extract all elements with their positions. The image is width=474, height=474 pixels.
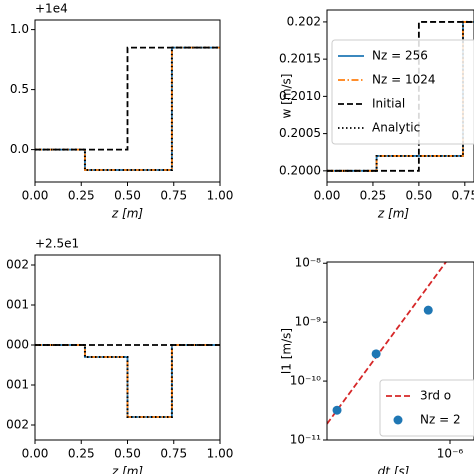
y-tick-label: 002 [6, 418, 29, 432]
y-tick-label: 10⁻⁹ [295, 315, 322, 329]
plot-area [327, 262, 448, 425]
x-tick-label: 0.75 [451, 189, 474, 203]
series-line [327, 262, 448, 425]
legend-box [331, 39, 474, 145]
y-tick-label: 10⁻⁸ [295, 256, 322, 270]
x-axis-label: dt [s] [378, 465, 410, 474]
offset-text: +2.5e1 [35, 237, 79, 251]
legend-marker [393, 415, 403, 425]
offset-text: +1e4 [35, 2, 68, 16]
legend-label: Nz = 1024 [372, 73, 436, 87]
x-tick-label: 0.00 [22, 447, 49, 461]
x-tick-label: 0.50 [114, 447, 141, 461]
y-tick-label: 10⁻¹⁰ [290, 374, 321, 388]
x-tick-label: 0.75 [160, 189, 187, 203]
y-tick-label: 1.0 [10, 22, 29, 36]
legend-box [379, 379, 474, 437]
y-tick-label: 0.2005 [279, 126, 321, 140]
point [332, 405, 342, 415]
x-tick-label: 0.25 [68, 447, 95, 461]
y-tick-label: 0.2000 [279, 163, 321, 177]
x-tick-label: 1.00 [207, 447, 234, 461]
point [423, 305, 433, 315]
x-tick-label: 0.50 [114, 189, 141, 203]
series-line [35, 46, 220, 151]
legend-label: Analytic [372, 121, 420, 135]
y-tick-label: 0.2010 [279, 89, 321, 103]
y-tick-label: 000 [6, 338, 29, 352]
axes-frame [326, 261, 474, 441]
x-axis-label: z [m] [111, 465, 143, 474]
legend-label: 3rd o [420, 389, 451, 403]
y-axis-label: l1 [m/s] [280, 328, 294, 374]
x-axis-label: z [m] [377, 207, 409, 221]
y-tick-label: 0.5 [10, 82, 29, 96]
x-tick-label: 10⁻⁶ [437, 447, 464, 461]
x-tick-label: 0.75 [160, 447, 187, 461]
y-tick-label: 10⁻¹¹ [290, 433, 321, 447]
legend-label: Nz = 256 [372, 49, 428, 63]
x-tick-label: 0.50 [406, 189, 433, 203]
axes-frame [34, 19, 221, 183]
legend-label: Nz = 2 [420, 413, 461, 427]
y-tick-label: 002 [6, 258, 29, 272]
x-tick-label: 0.00 [22, 189, 49, 203]
series-line [327, 20, 474, 172]
series-line [35, 344, 220, 418]
plot-area [35, 46, 220, 171]
plot-area [35, 344, 220, 418]
y-tick-label: 0.2015 [279, 52, 321, 66]
y-tick-label: 0.0 [10, 142, 29, 156]
y-axis-label: w [m/s] [280, 74, 294, 119]
x-tick-label: 1.00 [207, 189, 234, 203]
point [371, 349, 381, 359]
x-tick-label: 0.25 [360, 189, 387, 203]
x-tick-label: 0.25 [68, 189, 95, 203]
y-tick-label: 001 [6, 378, 29, 392]
x-tick-label: 0.00 [314, 189, 341, 203]
y-tick-label: 001 [6, 298, 29, 312]
legend-label: Initial [372, 97, 405, 111]
y-tick-label: 0.202 [287, 14, 321, 28]
x-axis-label: z [m] [111, 207, 143, 221]
